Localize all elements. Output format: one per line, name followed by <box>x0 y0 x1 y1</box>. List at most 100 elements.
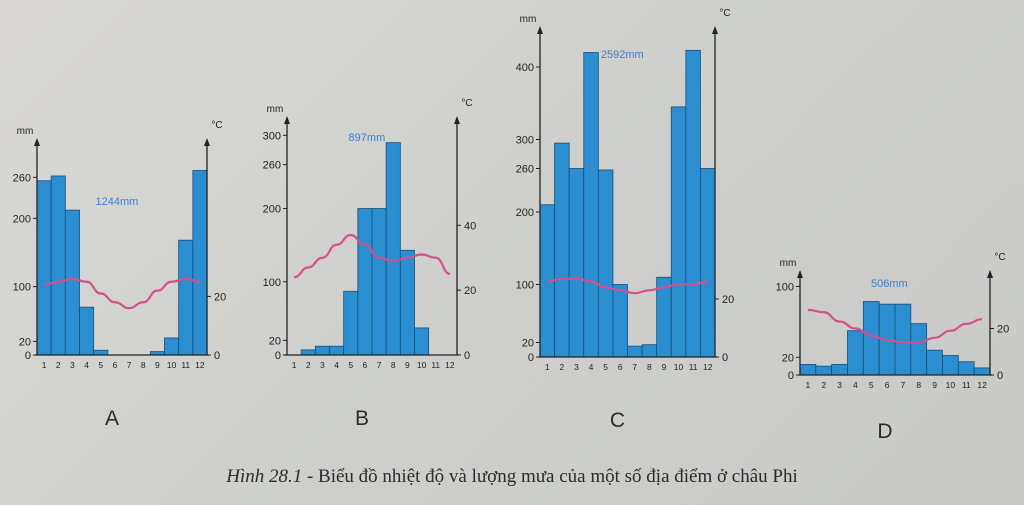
month-label: 1 <box>42 360 47 370</box>
rain-bar <box>178 239 194 356</box>
month-label: 12 <box>703 362 713 372</box>
left-tick-label: 400 <box>516 62 534 74</box>
rain-bar <box>36 180 52 356</box>
month-label: 5 <box>603 362 608 372</box>
rain-bar <box>192 170 208 356</box>
rain-bar <box>641 344 658 358</box>
month-label: 1 <box>806 380 811 390</box>
right-axis-arrow <box>454 116 460 124</box>
left-tick-label: 0 <box>528 352 534 364</box>
month-label: 7 <box>377 360 382 370</box>
month-label: 8 <box>916 380 921 390</box>
rain-bar <box>164 337 180 356</box>
rain-bar <box>862 301 880 376</box>
right-tick-label: 0 <box>722 352 728 364</box>
month-label: 9 <box>155 360 160 370</box>
right-tick-label: 20 <box>214 291 226 303</box>
month-label: 3 <box>70 360 75 370</box>
rain-bar <box>414 327 430 356</box>
month-label: 6 <box>885 380 890 390</box>
rain-bar <box>329 345 345 356</box>
total-rainfall-label: 1244mm <box>96 196 139 208</box>
month-label: 10 <box>946 380 956 390</box>
month-label: 4 <box>84 360 89 370</box>
month-label: 4 <box>589 362 594 372</box>
rain-bar <box>957 361 975 376</box>
rain-bar <box>700 168 716 358</box>
caption-figure-number: Hình 28.1 <box>226 466 303 487</box>
right-tick-label: 0 <box>214 350 220 362</box>
right-tick-label: 0 <box>464 350 470 362</box>
temperature-line <box>293 233 451 279</box>
month-label: 9 <box>932 380 937 390</box>
left-tick-label: 20 <box>19 336 31 348</box>
right-unit-label: °C <box>461 98 472 109</box>
month-label: 11 <box>431 360 440 370</box>
rain-bar <box>685 49 701 358</box>
rain-bar <box>831 363 848 376</box>
rain-bar <box>385 142 401 356</box>
rain-bar <box>926 349 943 376</box>
temperature-line <box>807 308 983 344</box>
rain-bar <box>371 208 387 356</box>
month-label: 6 <box>363 360 368 370</box>
right-unit-label: °C <box>211 120 222 131</box>
month-label: 7 <box>127 360 132 370</box>
rain-bar <box>583 52 599 358</box>
rain-bar <box>597 169 614 358</box>
right-axis-arrow <box>987 270 993 278</box>
total-rainfall-label: 2592mm <box>601 49 644 61</box>
month-label: 12 <box>195 360 205 370</box>
left-tick-label: 200 <box>516 207 534 219</box>
left-tick-label: 300 <box>516 135 534 147</box>
right-unit-label: °C <box>719 8 730 19</box>
panel-label: D <box>877 420 892 443</box>
left-tick-label: 200 <box>13 213 31 225</box>
left-tick-label: 260 <box>13 172 31 184</box>
rain-bar <box>612 284 628 358</box>
rain-bar <box>847 330 864 376</box>
left-unit-label: mm <box>780 258 797 269</box>
rain-bar <box>314 345 330 356</box>
left-axis-arrow <box>34 138 40 146</box>
month-label: 5 <box>869 380 874 390</box>
left-tick-label: 100 <box>516 280 534 292</box>
left-unit-label: mm <box>520 14 537 25</box>
month-label: 2 <box>560 362 565 372</box>
rain-bar <box>300 349 316 356</box>
left-tick-label: 0 <box>788 370 794 382</box>
left-tick-label: 300 <box>263 130 281 142</box>
rain-bar <box>973 367 991 376</box>
month-label: 12 <box>445 360 455 370</box>
right-tick-label: 20 <box>722 294 734 306</box>
month-label: 5 <box>98 360 103 370</box>
rain-bar <box>79 306 95 356</box>
month-label: 3 <box>320 360 325 370</box>
month-label: 10 <box>674 362 684 372</box>
left-tick-label: 260 <box>516 164 534 176</box>
rain-bar <box>894 303 912 376</box>
right-axis-arrow <box>204 138 210 146</box>
month-label: 3 <box>837 380 842 390</box>
rain-bar <box>554 142 570 358</box>
month-label: 2 <box>306 360 311 370</box>
month-label: 2 <box>821 380 826 390</box>
rain-bar <box>670 106 687 358</box>
month-label: 11 <box>689 362 698 372</box>
right-tick-label: 0 <box>997 370 1003 382</box>
left-tick-label: 100 <box>263 277 281 289</box>
left-tick-label: 200 <box>263 204 281 216</box>
month-label: 4 <box>334 360 339 370</box>
rain-bar <box>50 175 66 356</box>
month-label: 8 <box>391 360 396 370</box>
total-rainfall-label: 506mm <box>871 278 908 290</box>
month-label: 4 <box>853 380 858 390</box>
left-tick-label: 100 <box>776 281 794 293</box>
left-tick-label: 0 <box>25 350 31 362</box>
rain-bar <box>815 365 833 376</box>
right-tick-label: 20 <box>464 285 476 297</box>
rain-bar <box>942 355 959 376</box>
rain-bar <box>627 345 643 358</box>
